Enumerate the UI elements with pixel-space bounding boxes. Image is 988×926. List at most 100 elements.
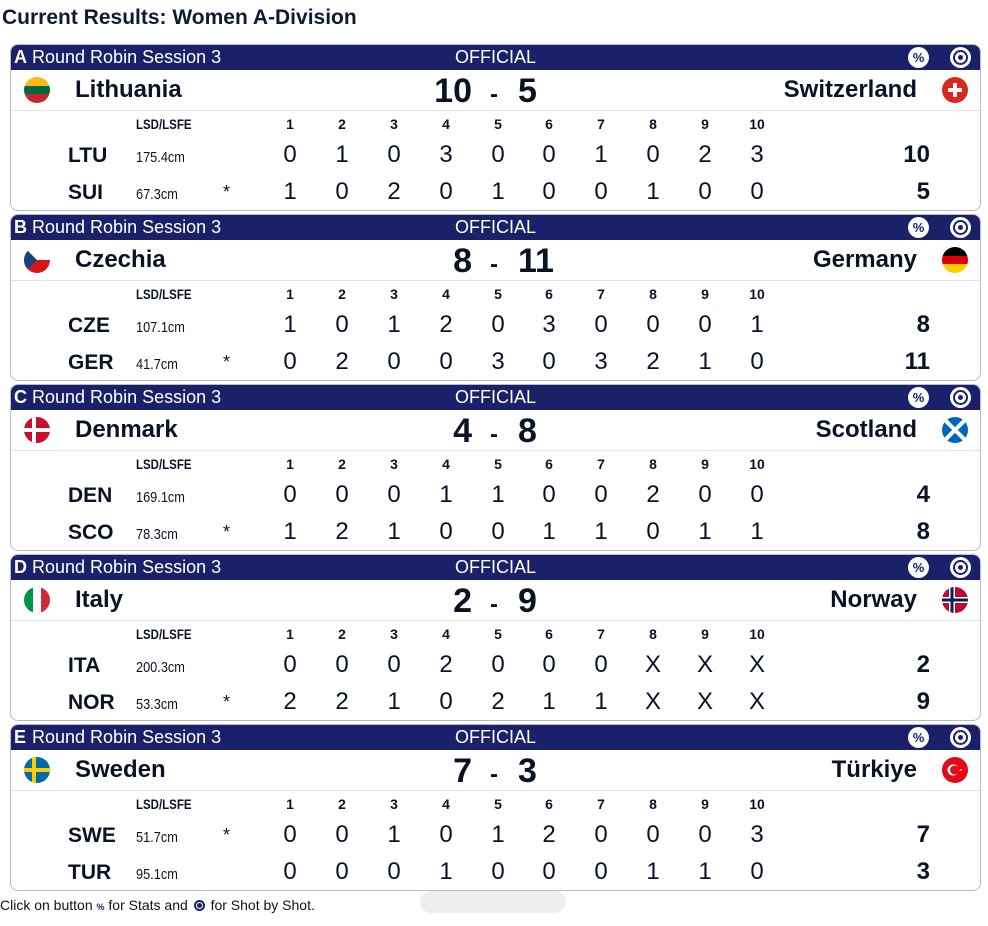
shot-by-shot-button[interactable] <box>950 47 971 68</box>
shot-by-shot-button[interactable] <box>950 557 971 578</box>
shot-by-shot-icon <box>193 900 205 911</box>
team1-end-score: 0 <box>646 311 660 338</box>
team1-end-score: 0 <box>283 821 297 848</box>
team2-end-score: 1 <box>283 178 297 205</box>
shot-by-shot-button[interactable] <box>950 217 971 238</box>
team1-end-score: X <box>748 651 765 678</box>
team1-hammer-marker: * <box>223 825 231 845</box>
end-number: 10 <box>749 116 765 132</box>
team2-end-score: 1 <box>750 518 764 545</box>
flag-germany-icon <box>942 247 968 273</box>
page-title: Current Results: Women A-Division <box>2 6 357 29</box>
official-status: OFFICIAL <box>454 217 536 237</box>
team1-name: Italy <box>75 586 124 613</box>
team2-end-score: 1 <box>387 518 401 545</box>
team1-end-score: 0 <box>283 481 297 508</box>
end-number: 7 <box>597 796 605 812</box>
team1-end-score: 3 <box>750 821 764 848</box>
team1-name: Lithuania <box>75 76 182 103</box>
target-icon <box>953 560 968 575</box>
stats-button[interactable]: % <box>908 557 929 578</box>
shot-by-shot-button[interactable] <box>950 387 971 408</box>
lsd-column-header: LSD/LSFE <box>136 796 192 812</box>
team1-end-score: 2 <box>542 821 556 848</box>
flag-czechia-icon <box>24 247 50 273</box>
team1-end-score: 1 <box>335 141 349 168</box>
end-number: 9 <box>701 456 709 472</box>
team2-end-score: 1 <box>698 348 712 375</box>
divider <box>11 450 980 451</box>
team1-end-score: 0 <box>646 821 660 848</box>
team2-final-score: 8 <box>518 412 537 450</box>
end-number: 9 <box>701 796 709 812</box>
end-number: 8 <box>649 286 657 302</box>
team2-hammer-marker: * <box>223 522 231 542</box>
shot-by-shot-button[interactable] <box>950 727 971 748</box>
blurred-overlay <box>420 891 566 913</box>
team1-end-score: 0 <box>594 481 608 508</box>
team2-name: Germany <box>812 246 917 273</box>
team2-end-score: 1 <box>646 858 660 885</box>
end-number: 8 <box>649 626 657 642</box>
flag-scotland-icon <box>942 417 968 443</box>
team2-name: Norway <box>830 586 917 613</box>
team1-end-score: 1 <box>491 821 505 848</box>
end-number: 3 <box>390 456 398 472</box>
team2-end-score: 0 <box>491 518 505 545</box>
end-number: 5 <box>494 116 502 132</box>
team1-end-score: 1 <box>387 821 401 848</box>
team1-end-score: 0 <box>646 141 660 168</box>
end-number: 10 <box>749 796 765 812</box>
team1-end-score: 1 <box>283 311 297 338</box>
team2-end-score: 1 <box>646 178 660 205</box>
team2-abbr: TUR <box>68 861 112 884</box>
team2-hammer-marker: * <box>223 352 231 372</box>
team1-lsd: 107.1cm <box>136 319 185 336</box>
stats-button[interactable]: % <box>908 217 929 238</box>
team2-end-score: 0 <box>283 348 297 375</box>
team1-end-score: 3 <box>750 141 764 168</box>
game-card: A Round Robin Session 3 OFFICIAL% Lithuania… <box>10 44 981 211</box>
team1-end-score: 2 <box>439 651 453 678</box>
team1-end-score: 0 <box>335 481 349 508</box>
divider <box>11 110 980 111</box>
team2-end-score: 0 <box>542 858 556 885</box>
team1-abbr: ITA <box>68 654 101 677</box>
game-card: C Round Robin Session 3 OFFICIAL% Denmark Sc… <box>10 384 981 551</box>
target-center <box>958 735 963 740</box>
target-icon <box>953 730 968 745</box>
end-number: 6 <box>545 286 553 302</box>
team2-end-score: 1 <box>283 518 297 545</box>
stats-button[interactable]: % <box>908 727 929 748</box>
game-card: B Round Robin Session 3 OFFICIAL% Czechia Ge… <box>10 214 981 381</box>
team2-end-score: 0 <box>387 348 401 375</box>
team2-end-score: X <box>696 688 713 715</box>
team2-end-score: 0 <box>439 688 453 715</box>
end-number: 7 <box>597 626 605 642</box>
target-icon <box>953 390 968 405</box>
team2-end-score: 3 <box>491 348 505 375</box>
game-card: D Round Robin Session 3 OFFICIAL% Italy Norw… <box>10 554 981 721</box>
stats-button[interactable]: % <box>908 47 929 68</box>
team2-end-score: 1 <box>387 688 401 715</box>
team1-end-score: 0 <box>491 311 505 338</box>
end-number: 5 <box>494 626 502 642</box>
stats-button[interactable]: % <box>908 387 929 408</box>
end-number: 2 <box>338 796 346 812</box>
sheet-letter: B <box>14 217 27 237</box>
official-status: OFFICIAL <box>454 727 536 747</box>
team2-end-score: 0 <box>646 518 660 545</box>
team2-end-score: 2 <box>335 348 349 375</box>
team2-end-score: 0 <box>750 178 764 205</box>
end-number: 7 <box>597 456 605 472</box>
team2-abbr: SUI <box>68 181 104 204</box>
team2-total: 9 <box>916 688 930 715</box>
team2-final-score: 11 <box>518 242 554 280</box>
end-number: 1 <box>286 116 294 132</box>
team2-lsd: 95.1cm <box>136 866 178 883</box>
team1-abbr: SWE <box>68 824 116 847</box>
team1-final-score: 7 <box>453 752 472 790</box>
team1-end-score: 0 <box>698 821 712 848</box>
team1-total: 4 <box>916 481 930 508</box>
team2-end-score: 0 <box>439 178 453 205</box>
